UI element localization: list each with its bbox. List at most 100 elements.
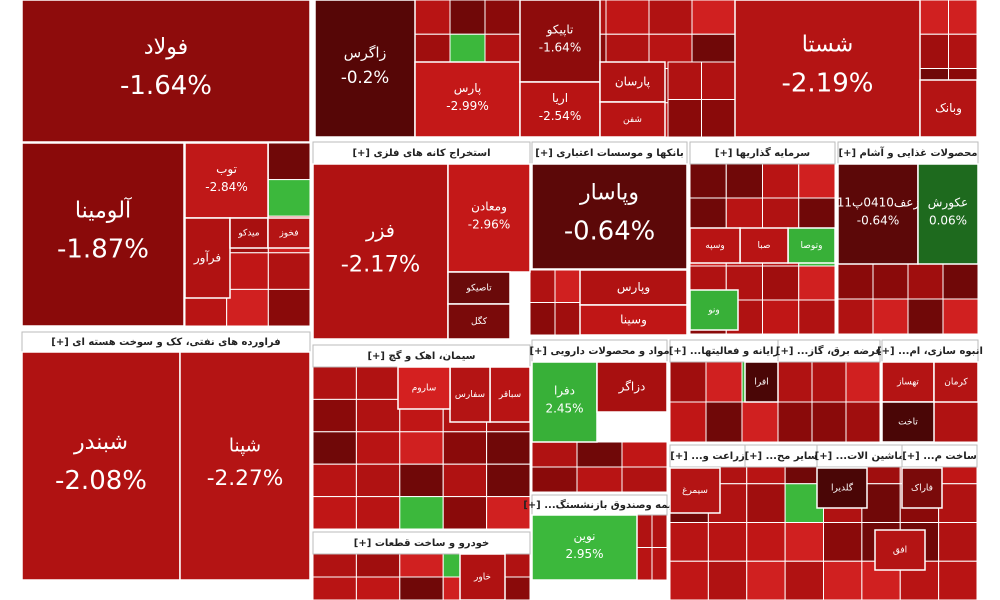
tile-value: -2.27%: [207, 466, 284, 491]
tile: [267, 217, 311, 249]
tile: [669, 467, 721, 514]
group-title: [+] بانکها و موسسات اعتباری: [535, 148, 684, 159]
small-tile: [267, 252, 311, 290]
small-tile: [746, 522, 786, 562]
small-tile: [267, 179, 311, 217]
tile-name: سیمرغ: [682, 486, 708, 496]
tile-name: وبانک: [935, 101, 962, 116]
tile-name: خاور: [473, 573, 491, 583]
tile-value: -1.87%: [57, 235, 149, 265]
small-tile: [823, 560, 863, 600]
small-tile: [554, 269, 581, 303]
group-title: [+] مواد و محصولات دارویی: [529, 346, 669, 357]
tile: [489, 366, 531, 423]
tile-value: -2.99%: [446, 99, 488, 113]
group-title: [+] خودرو و ساخت قطعات: [354, 538, 489, 549]
tile: [739, 227, 789, 264]
small-tile: [948, 0, 978, 35]
small-tile: [355, 463, 401, 498]
tile-value: -2.84%: [205, 180, 247, 194]
small-tile: [442, 496, 488, 530]
small-tile: [845, 401, 881, 443]
small-tile: [486, 463, 531, 498]
tile-name: وپارس: [617, 280, 650, 295]
small-tile: [449, 0, 486, 35]
group-title: [+] محصولات غذایی و آشام: [839, 146, 978, 159]
small-tile: [689, 163, 727, 199]
small-tile: [312, 576, 357, 600]
small-tile: [907, 263, 944, 300]
tile: [933, 361, 979, 403]
small-tile: [267, 142, 311, 181]
tile: [689, 289, 739, 331]
tile: [397, 366, 451, 410]
small-tile: [669, 560, 709, 600]
small-tile: [267, 288, 311, 327]
tile: [599, 61, 666, 103]
small-tile: [414, 0, 451, 35]
small-tile: [798, 299, 836, 335]
small-tile: [872, 263, 909, 300]
small-tile: [777, 401, 813, 443]
tile-name: زاگرس: [344, 45, 387, 62]
group-title: [+] ...بیمه وصندوق بازنشستگ: [523, 499, 676, 511]
tile: [744, 361, 779, 403]
small-tile: [621, 466, 668, 493]
tile-name: نوین: [573, 529, 595, 544]
tile: [596, 361, 668, 413]
small-tile: [942, 298, 979, 335]
tile-name: وسپه: [705, 241, 724, 251]
small-tile: [605, 0, 650, 35]
small-tile: [705, 401, 743, 443]
group-title: [+] سیمان، اهک و گچ: [367, 349, 475, 362]
tile: [179, 351, 311, 581]
small-tile: [669, 522, 709, 562]
tile-name: ونو: [707, 306, 720, 316]
tile-name: فرآور: [193, 250, 221, 266]
tile-name: فاراک: [911, 483, 933, 494]
small-tile: [938, 560, 978, 600]
small-tile: [746, 483, 786, 523]
small-tile: [705, 361, 743, 403]
small-tile: [226, 252, 269, 290]
small-tile: [707, 522, 748, 562]
small-tile: [762, 163, 800, 199]
tile: [881, 401, 935, 443]
tile: [734, 0, 921, 138]
group-title: [+] سرمایه گذاریها: [715, 146, 810, 159]
tile-value: 2.45%: [545, 402, 583, 416]
tile: [312, 163, 449, 340]
small-tile: [355, 553, 401, 578]
small-tile: [648, 0, 693, 35]
small-tile: [399, 496, 444, 530]
small-tile: [399, 553, 444, 578]
small-tile: [312, 553, 357, 578]
tile-name: شستا: [802, 32, 854, 58]
tile: [531, 514, 638, 581]
tile-name: زعف0410پ11: [837, 196, 920, 211]
small-tile: [226, 288, 269, 327]
small-tile: [529, 302, 556, 336]
small-tile: [872, 298, 909, 335]
tile: [579, 304, 688, 336]
group-title: [+] فراورده های نفتی، کک و سوخت هسته ای: [51, 337, 280, 348]
small-tile: [784, 522, 824, 562]
small-tile: [823, 522, 863, 562]
tile-name: پارسان: [615, 75, 650, 90]
small-tile: [636, 514, 653, 548]
small-tile: [621, 441, 668, 468]
tile-name: فخوز: [278, 229, 298, 239]
tile: [21, 142, 185, 327]
tile: [531, 361, 598, 443]
tile-value: -1.64%: [120, 71, 212, 101]
tile-name: کگل: [471, 315, 488, 327]
small-tile: [762, 265, 800, 301]
tile-name: گلدیرا: [831, 482, 854, 494]
tile-name: فولاد: [144, 34, 188, 60]
tile: [519, 0, 601, 83]
group-header: [901, 444, 978, 468]
tile-name: وتوصا: [801, 241, 823, 251]
small-tile: [811, 401, 847, 443]
tile-name: دفرا: [554, 384, 575, 399]
